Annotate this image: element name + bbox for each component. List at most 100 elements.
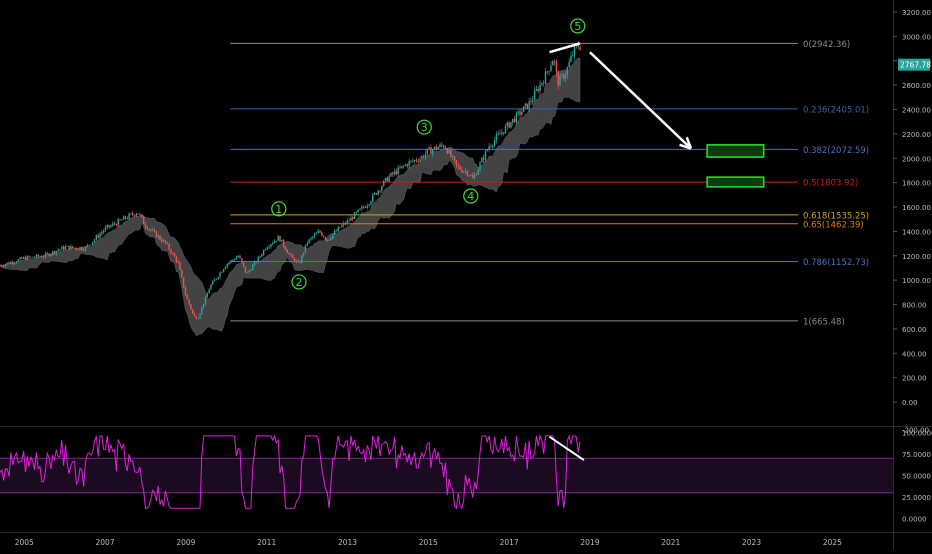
candle-body xyxy=(428,147,430,149)
candle-body xyxy=(542,82,545,84)
candle-body xyxy=(515,112,518,123)
candle-body xyxy=(30,256,32,258)
candle-body xyxy=(435,146,438,150)
candle-body xyxy=(53,251,56,254)
candle-body xyxy=(359,208,361,210)
candle-body xyxy=(442,145,445,148)
candle-body xyxy=(512,118,514,123)
candle-body xyxy=(399,167,401,169)
candle-body xyxy=(281,240,283,242)
candle-body xyxy=(579,47,581,50)
candle-body xyxy=(446,148,449,154)
x-tick-label: 2015 xyxy=(419,538,438,547)
candle-body xyxy=(132,213,134,215)
wave-circle-1 xyxy=(271,201,287,217)
candle-body xyxy=(159,235,161,240)
candle-body xyxy=(230,260,232,263)
candle-body xyxy=(210,284,212,290)
rsi-tick-label: 100.0000 xyxy=(902,430,932,438)
candle-body xyxy=(266,247,269,250)
candle-body xyxy=(121,219,123,221)
candle-body xyxy=(344,223,347,224)
candle-body xyxy=(290,253,292,256)
candle-body xyxy=(50,254,52,256)
wave-circle-3 xyxy=(416,119,432,135)
rsi-tick-label: 50.0000 xyxy=(902,473,931,481)
candle-body xyxy=(461,169,463,173)
wave-label-3: 3 xyxy=(421,121,428,134)
candle-body xyxy=(339,226,341,228)
candle-body xyxy=(513,118,516,123)
fib-label-0: 0(2942.36) xyxy=(803,40,850,50)
top-trendline xyxy=(549,42,581,54)
candle-body xyxy=(533,90,536,100)
candle-body xyxy=(450,149,452,157)
candle-body xyxy=(177,261,179,263)
x-tick-label: 2013 xyxy=(338,538,357,547)
candle-body xyxy=(517,111,519,113)
candle-body xyxy=(573,45,576,55)
candle-body xyxy=(257,257,259,263)
candle-body xyxy=(268,246,270,248)
candle-body xyxy=(195,316,198,319)
candle-body xyxy=(493,140,496,146)
candle-body xyxy=(133,214,136,216)
fib-label-0.65: 0.65(1462.39) xyxy=(803,220,864,230)
candle-body xyxy=(277,236,279,241)
candle-body xyxy=(499,133,501,135)
candle-body xyxy=(424,153,427,158)
candle-body xyxy=(108,225,110,228)
candle-body xyxy=(264,249,267,251)
candle-body xyxy=(28,256,30,258)
candle-body xyxy=(495,134,498,141)
candle-body xyxy=(42,256,45,258)
candle-body xyxy=(10,261,12,264)
candle-body xyxy=(295,260,298,262)
candle-body xyxy=(546,71,549,73)
candle-body xyxy=(212,281,214,285)
candle-body xyxy=(388,176,390,182)
candle-body xyxy=(477,169,479,175)
candle-body xyxy=(328,239,330,241)
candle-body xyxy=(164,240,167,243)
candle-body xyxy=(46,253,48,255)
candle-body xyxy=(173,253,176,257)
y-tick-label: 2000.00 xyxy=(902,155,931,163)
candle-body xyxy=(562,74,565,79)
candle-body xyxy=(335,230,338,232)
candle-body xyxy=(439,144,441,148)
candle-body xyxy=(508,122,510,128)
candle-body xyxy=(119,219,121,221)
candle-body xyxy=(130,213,132,215)
candle-body xyxy=(213,279,216,282)
candle-body xyxy=(184,287,187,295)
candle-body xyxy=(139,214,141,215)
candle-body xyxy=(97,235,99,238)
candle-body xyxy=(504,125,507,134)
candle-body xyxy=(561,74,563,76)
candle-body xyxy=(555,61,558,73)
candle-body xyxy=(492,145,494,147)
candle-body xyxy=(4,264,7,267)
candle-body xyxy=(275,240,278,242)
candle-body xyxy=(482,157,485,160)
candle-body xyxy=(564,75,567,79)
candle-body xyxy=(181,269,183,278)
candle-body xyxy=(222,269,225,272)
candle-body xyxy=(217,276,219,279)
candle-body xyxy=(432,149,434,154)
candle-body xyxy=(6,262,8,265)
candle-body xyxy=(413,160,416,162)
candle-body xyxy=(372,194,374,202)
candle-body xyxy=(530,101,532,103)
candle-body xyxy=(522,106,525,112)
candle-body xyxy=(466,171,469,176)
candle-body xyxy=(26,256,28,260)
candle-body xyxy=(22,257,25,259)
candle-body xyxy=(341,225,343,228)
candle-body xyxy=(470,175,472,176)
candle-body xyxy=(161,239,163,242)
candle-body xyxy=(235,257,238,260)
candle-body xyxy=(402,165,405,167)
candle-body xyxy=(464,171,467,172)
